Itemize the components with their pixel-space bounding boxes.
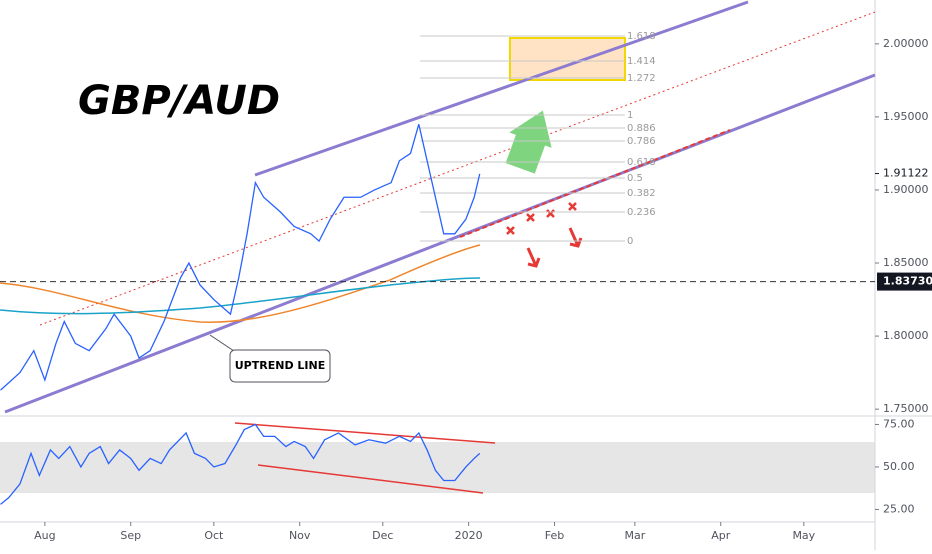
up-arrow	[505, 110, 552, 174]
fib-label: 1.618	[627, 31, 656, 42]
y-tick-label: 1.95000	[883, 110, 929, 123]
callout-box	[229, 349, 331, 383]
rsi-upper-line	[234, 422, 496, 444]
ma-orange	[0, 244, 481, 323]
y-tick-label: 1.90000	[883, 183, 929, 196]
y-tick-label: 1.85000	[883, 256, 929, 269]
rsi-lower-line	[257, 464, 484, 494]
y-tick-label: 1.75000	[883, 402, 929, 415]
fib-label: 1.414	[627, 56, 656, 67]
fib-label: 0.618	[627, 157, 656, 168]
fib-label: 0.236	[627, 207, 656, 218]
callout-label: UPTREND LINE	[235, 359, 325, 372]
retest-line	[459, 129, 731, 238]
x-tick-label: Nov	[289, 529, 311, 542]
x-tick-label: Apr	[711, 529, 731, 542]
channel-lower	[4, 73, 876, 414]
rsi-band	[0, 442, 875, 493]
x-tick-label: Oct	[204, 529, 224, 542]
fib-label: 0	[627, 236, 633, 247]
x-tick-label: Sep	[120, 529, 141, 542]
fib-box	[509, 37, 626, 81]
fib-label: 0.886	[627, 123, 656, 134]
channel-upper	[254, 0, 749, 177]
x-tick-label: Mar	[624, 529, 645, 542]
y-tick-label: 25.00	[883, 502, 915, 515]
fib-label: 0.5	[627, 173, 643, 184]
x-marks	[506, 202, 577, 235]
price-box	[877, 272, 932, 291]
fib-label: 0.786	[627, 136, 656, 147]
series-line	[0, 124, 481, 391]
y-tick-label: 2.00000	[883, 37, 929, 50]
y-tick-label: 50.00	[883, 460, 915, 473]
down-arrows	[526, 227, 583, 268]
y-tick-label: 1.80000	[883, 329, 929, 342]
x-tick-label: May	[792, 529, 815, 542]
chart-title: GBP/AUD	[78, 78, 280, 124]
mid-line	[39, 11, 876, 326]
fib-label: 1.272	[627, 73, 656, 84]
price-mark-label: 1.91122	[883, 167, 929, 180]
x-tick-label: 2020	[455, 529, 483, 542]
fib-label: 0.382	[627, 188, 656, 199]
price-mark-label: 1.83730	[883, 275, 932, 288]
x-tick-label: Aug	[34, 529, 55, 542]
x-tick-label: Feb	[545, 529, 564, 542]
y-tick-label: 75.00	[883, 417, 915, 430]
ma-teal	[0, 277, 481, 315]
series-line	[0, 423, 481, 505]
fib-label: 1	[627, 110, 633, 121]
x-tick-label: Dec	[372, 529, 393, 542]
